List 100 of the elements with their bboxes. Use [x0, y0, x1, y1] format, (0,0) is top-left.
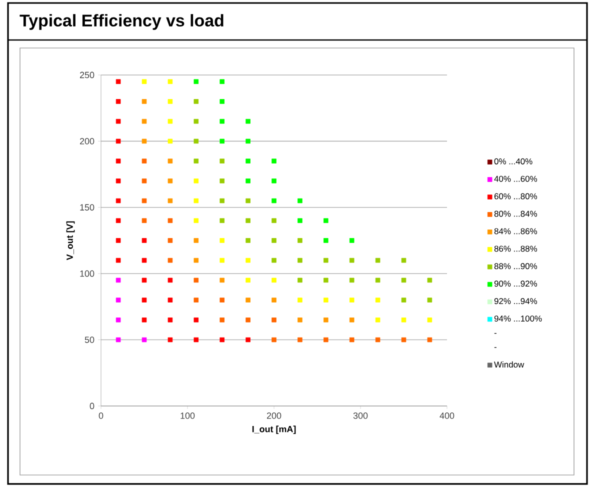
point — [142, 118, 147, 124]
point — [116, 138, 121, 144]
point — [168, 138, 173, 144]
point — [168, 118, 173, 124]
point — [194, 218, 199, 224]
point — [142, 158, 147, 164]
legend-label: 84% ...86% — [494, 228, 538, 234]
point — [246, 198, 250, 204]
point — [194, 278, 199, 283]
point — [194, 138, 199, 144]
point — [194, 99, 199, 104]
point — [142, 318, 147, 322]
point — [116, 337, 121, 342]
point — [272, 318, 276, 322]
point — [142, 238, 147, 243]
text: - — [494, 333, 496, 334]
legend-label: 80% ...84% — [494, 210, 538, 217]
point — [246, 298, 250, 302]
legend-label: 40% ...60% — [494, 176, 538, 182]
point — [298, 298, 302, 302]
point — [116, 99, 121, 104]
point — [116, 258, 121, 263]
point — [298, 318, 302, 322]
x-tick-label: 400 — [440, 412, 454, 419]
y-axis-title: V_out [V] — [66, 221, 75, 260]
point — [246, 318, 250, 322]
point — [194, 158, 199, 164]
point — [116, 118, 121, 124]
x-tick-label: 200 — [266, 412, 282, 419]
point — [220, 178, 224, 184]
point — [375, 278, 380, 283]
point — [401, 318, 406, 322]
point — [142, 198, 147, 204]
point — [142, 138, 147, 144]
point — [142, 178, 147, 184]
point — [168, 258, 173, 263]
legend-label: 0% ...40% — [494, 158, 532, 164]
point — [246, 278, 250, 283]
x-axis-title: I_out [mA] — [252, 426, 296, 434]
y-tick-label: 0 — [90, 402, 94, 410]
point — [116, 218, 121, 224]
point — [272, 158, 276, 164]
y-tick-label: 200 — [80, 138, 94, 144]
point — [272, 238, 276, 243]
point — [298, 258, 302, 263]
point — [427, 318, 432, 322]
point — [272, 218, 276, 224]
point — [220, 118, 224, 124]
point — [116, 238, 121, 243]
point — [194, 198, 199, 204]
point — [246, 337, 250, 342]
point — [220, 79, 224, 84]
legend-label: Window — [494, 361, 524, 368]
point — [272, 337, 276, 342]
legend-label: 60% ...80% — [494, 193, 538, 200]
point — [220, 278, 224, 283]
text: - — [494, 347, 496, 348]
point — [142, 337, 147, 342]
point — [168, 298, 173, 302]
point — [375, 318, 380, 322]
point — [349, 258, 354, 263]
legend-label: 90% ...92% — [494, 280, 538, 287]
point — [272, 178, 276, 184]
point — [168, 318, 173, 322]
point — [272, 198, 276, 204]
point — [220, 198, 224, 204]
point — [375, 337, 380, 342]
point — [375, 258, 380, 263]
point — [298, 337, 302, 342]
point — [194, 118, 199, 124]
point — [401, 258, 406, 263]
point — [298, 238, 302, 243]
point — [401, 337, 406, 342]
point — [324, 218, 328, 224]
point — [116, 318, 121, 322]
x-tick-label: 0 — [98, 412, 104, 419]
point — [427, 337, 432, 342]
point — [116, 298, 121, 302]
point — [168, 337, 173, 342]
point — [349, 337, 354, 342]
point — [116, 278, 121, 283]
point — [246, 218, 250, 224]
point — [324, 337, 328, 342]
point — [220, 298, 224, 302]
point — [401, 278, 406, 283]
point — [246, 238, 250, 243]
point — [220, 337, 224, 342]
point — [349, 318, 354, 322]
point — [427, 298, 432, 302]
point — [168, 158, 173, 164]
chart-title: Typical Efficiency vs load — [20, 14, 224, 30]
point — [272, 298, 276, 302]
legend-label: 88% ...90% — [494, 263, 538, 270]
y-tick-label: 100 — [80, 270, 94, 277]
point — [349, 278, 354, 283]
point — [246, 178, 250, 184]
x-tick-label: 100 — [180, 412, 195, 419]
point — [194, 238, 199, 243]
x-tick-label: 300 — [353, 412, 368, 419]
y-tick-label: 50 — [84, 336, 94, 343]
